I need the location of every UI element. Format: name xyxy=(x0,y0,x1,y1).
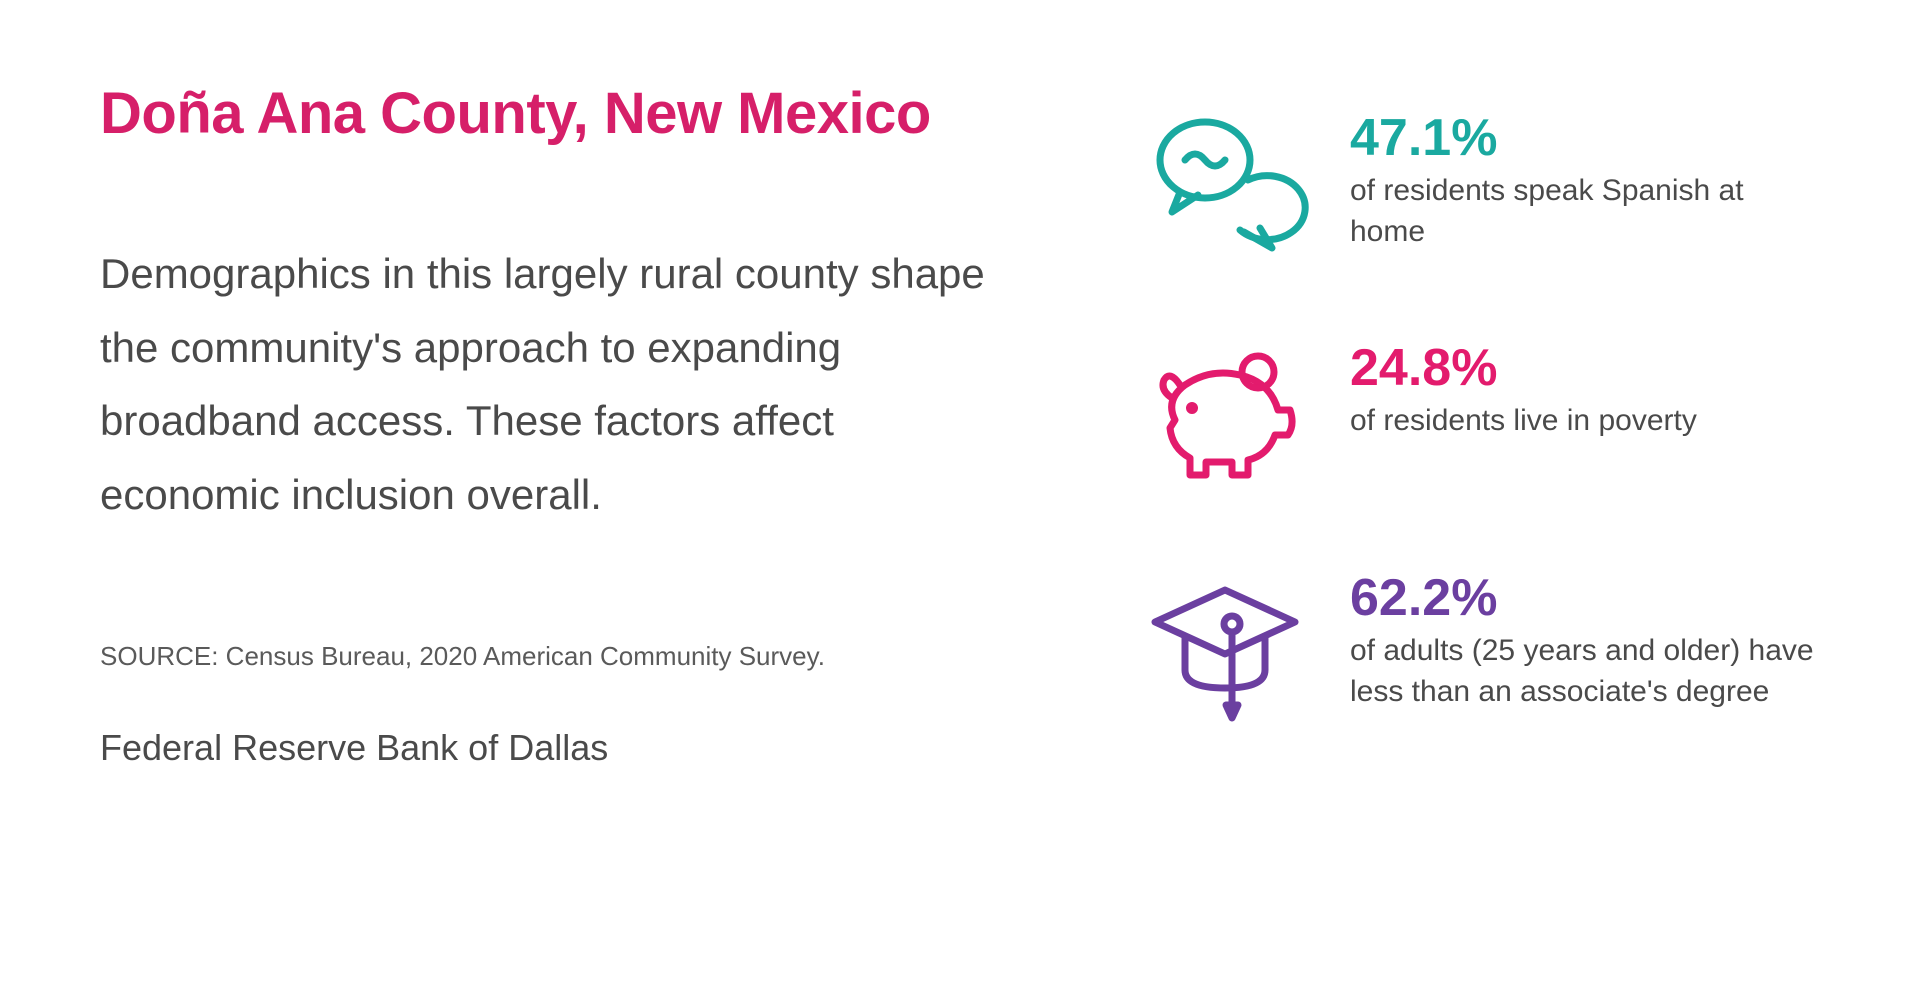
stat-row-education: 62.2% of adults (25 years and older) hav… xyxy=(1140,560,1821,730)
speech-bubbles-icon xyxy=(1140,100,1310,270)
body-text: Demographics in this largely rural count… xyxy=(100,237,1020,531)
stat-value-spanish: 47.1% xyxy=(1350,110,1821,167)
left-column: Doña Ana County, New Mexico Demographics… xyxy=(100,80,1020,946)
stats-column: 47.1% of residents speak Spanish at home… xyxy=(1140,80,1821,946)
stat-value-education: 62.2% xyxy=(1350,570,1821,627)
stat-desc-education: of adults (25 years and older) have less… xyxy=(1350,631,1821,712)
piggy-bank-icon xyxy=(1140,330,1310,500)
grad-cap-icon xyxy=(1140,560,1310,730)
stat-row-poverty: 24.8% of residents live in poverty xyxy=(1140,330,1821,500)
source-text: SOURCE: Census Bureau, 2020 American Com… xyxy=(100,641,1020,672)
infographic-container: Doña Ana County, New Mexico Demographics… xyxy=(100,80,1821,946)
stat-desc-spanish: of residents speak Spanish at home xyxy=(1350,171,1821,252)
stat-text-poverty: 24.8% of residents live in poverty xyxy=(1350,330,1821,442)
stat-text-spanish: 47.1% of residents speak Spanish at home xyxy=(1350,100,1821,252)
attribution-text: Federal Reserve Bank of Dallas xyxy=(100,727,1020,769)
stat-text-education: 62.2% of adults (25 years and older) hav… xyxy=(1350,560,1821,712)
stat-value-poverty: 24.8% xyxy=(1350,340,1821,397)
page-title: Doña Ana County, New Mexico xyxy=(100,80,1020,147)
stat-desc-poverty: of residents live in poverty xyxy=(1350,401,1821,442)
stat-row-spanish: 47.1% of residents speak Spanish at home xyxy=(1140,100,1821,270)
